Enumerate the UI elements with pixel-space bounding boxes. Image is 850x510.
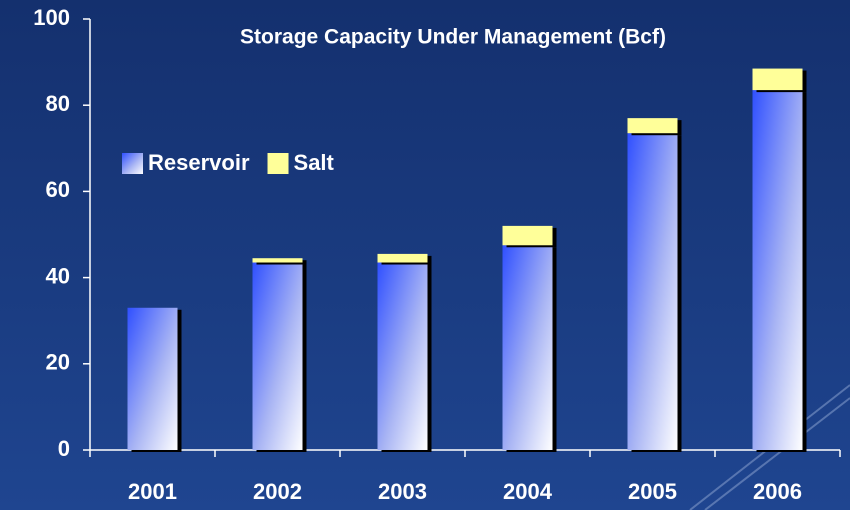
x-tick-label: 2001 (128, 479, 177, 504)
x-tick-label: 2004 (503, 479, 553, 504)
y-tick-label: 20 (46, 350, 70, 375)
y-tick-label: 100 (33, 5, 70, 30)
x-tick-label: 2006 (753, 479, 802, 504)
x-tick-label: 2005 (628, 479, 677, 504)
bar (627, 133, 678, 450)
legend-swatch (267, 153, 289, 174)
bar (502, 245, 553, 450)
x-tick-label: 2002 (253, 479, 302, 504)
bar (627, 118, 678, 134)
y-tick-label: 40 (46, 263, 70, 288)
x-tick-label: 2003 (378, 479, 427, 504)
bar (502, 225, 553, 246)
bar (127, 307, 178, 450)
y-tick-label: 0 (58, 436, 70, 461)
legend: Reservoir Salt (122, 150, 335, 175)
y-tick-label: 60 (46, 177, 70, 202)
bar (377, 253, 428, 263)
y-tick-label: 80 (46, 91, 70, 116)
bar (252, 262, 303, 450)
legend-swatch (122, 153, 143, 174)
legend-label: Reservoir (148, 150, 250, 175)
legend-label: Salt (294, 150, 335, 175)
bar (752, 90, 803, 451)
bar (377, 262, 428, 450)
chart-title: Storage Capacity Under Management (Bcf) (240, 26, 666, 49)
bar (752, 68, 803, 91)
bar (252, 258, 303, 263)
